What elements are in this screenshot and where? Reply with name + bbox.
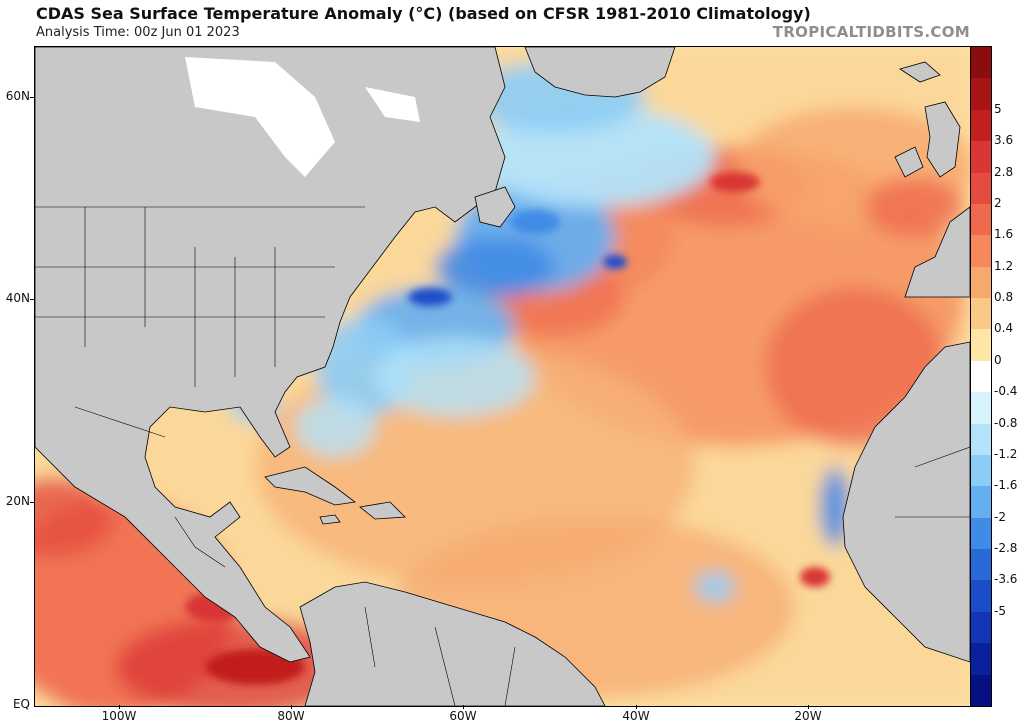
colorbar-segment <box>971 266 991 299</box>
colorbar-segment <box>971 423 991 456</box>
lat-tick <box>30 502 34 503</box>
colorbar <box>970 46 992 707</box>
colorbar-segment <box>971 643 991 676</box>
colorbar-label: -5 <box>994 603 1006 618</box>
colorbar-segment <box>971 392 991 425</box>
colorbar-segment <box>971 203 991 236</box>
colorbar-label: 2 <box>994 195 1002 210</box>
colorbar-segment <box>971 517 991 550</box>
colorbar-label: 1.6 <box>994 227 1014 242</box>
sst-anomaly-map[interactable] <box>34 46 971 707</box>
colorbar-label: -0.4 <box>994 384 1018 399</box>
colorbar-segment <box>971 360 991 393</box>
colorbar-segment <box>971 298 991 330</box>
colorbar-segment <box>971 611 991 644</box>
colorbar-segment <box>971 78 991 111</box>
colorbar-segment <box>971 141 991 174</box>
anomaly-hotspots <box>185 172 830 685</box>
lon-label-80w: 80W <box>277 709 305 723</box>
lon-label-40w: 40W <box>622 709 650 723</box>
lat-tick <box>30 97 34 98</box>
colorbar-segment <box>971 580 991 613</box>
colorbar-label: -1.6 <box>994 478 1018 493</box>
land <box>35 47 970 706</box>
colorbar-label: 1.2 <box>994 258 1014 273</box>
colorbar-segment <box>971 454 991 487</box>
colorbar-label: 0.8 <box>994 290 1014 305</box>
lon-tick <box>636 705 637 709</box>
colorbar-segment <box>971 549 991 581</box>
colorbar-segment <box>971 109 991 142</box>
colorbar-segment <box>971 172 991 205</box>
colorbar-label: -2.8 <box>994 541 1018 556</box>
colorbar-segment <box>971 674 991 707</box>
lon-tick <box>463 705 464 709</box>
colorbar-label: -1.2 <box>994 446 1018 461</box>
lat-label-60n: 60N <box>5 89 30 103</box>
analysis-time: Analysis Time: 00z Jun 01 2023 <box>36 25 240 40</box>
watermark: TROPICALTIDBITS.COM <box>772 23 970 41</box>
colorbar-label: 3.6 <box>994 133 1014 148</box>
map-svg <box>35 47 970 706</box>
lon-label-100w: 100W <box>101 709 137 723</box>
colorbar-segment <box>971 47 991 79</box>
colorbar-segment <box>971 235 991 268</box>
colorbar-label: 2.8 <box>994 164 1014 179</box>
map-title: CDAS Sea Surface Temperature Anomaly (°C… <box>36 4 811 23</box>
colorbar-label: 0.4 <box>994 321 1014 336</box>
colorbar-label: 5 <box>994 101 1002 116</box>
colorbar-segment <box>971 329 991 362</box>
colorbar-label: 0 <box>994 352 1002 367</box>
lat-tick <box>30 299 34 300</box>
lat-label-eq: EQ <box>12 697 30 711</box>
lon-label-20w: 20W <box>794 709 822 723</box>
sea-ice <box>185 57 420 177</box>
colorbar-label: -2 <box>994 509 1006 524</box>
lon-tick <box>119 705 120 709</box>
political-boundaries <box>35 206 970 706</box>
colorbar-label: -0.8 <box>994 415 1018 430</box>
lat-label-20n: 20N <box>5 494 30 508</box>
lat-label-40n: 40N <box>5 291 30 305</box>
lon-tick <box>808 705 809 709</box>
colorbar-label: -3.6 <box>994 572 1018 587</box>
lon-label-60w: 60W <box>449 709 477 723</box>
lon-tick <box>291 705 292 709</box>
colorbar-segment <box>971 486 991 519</box>
